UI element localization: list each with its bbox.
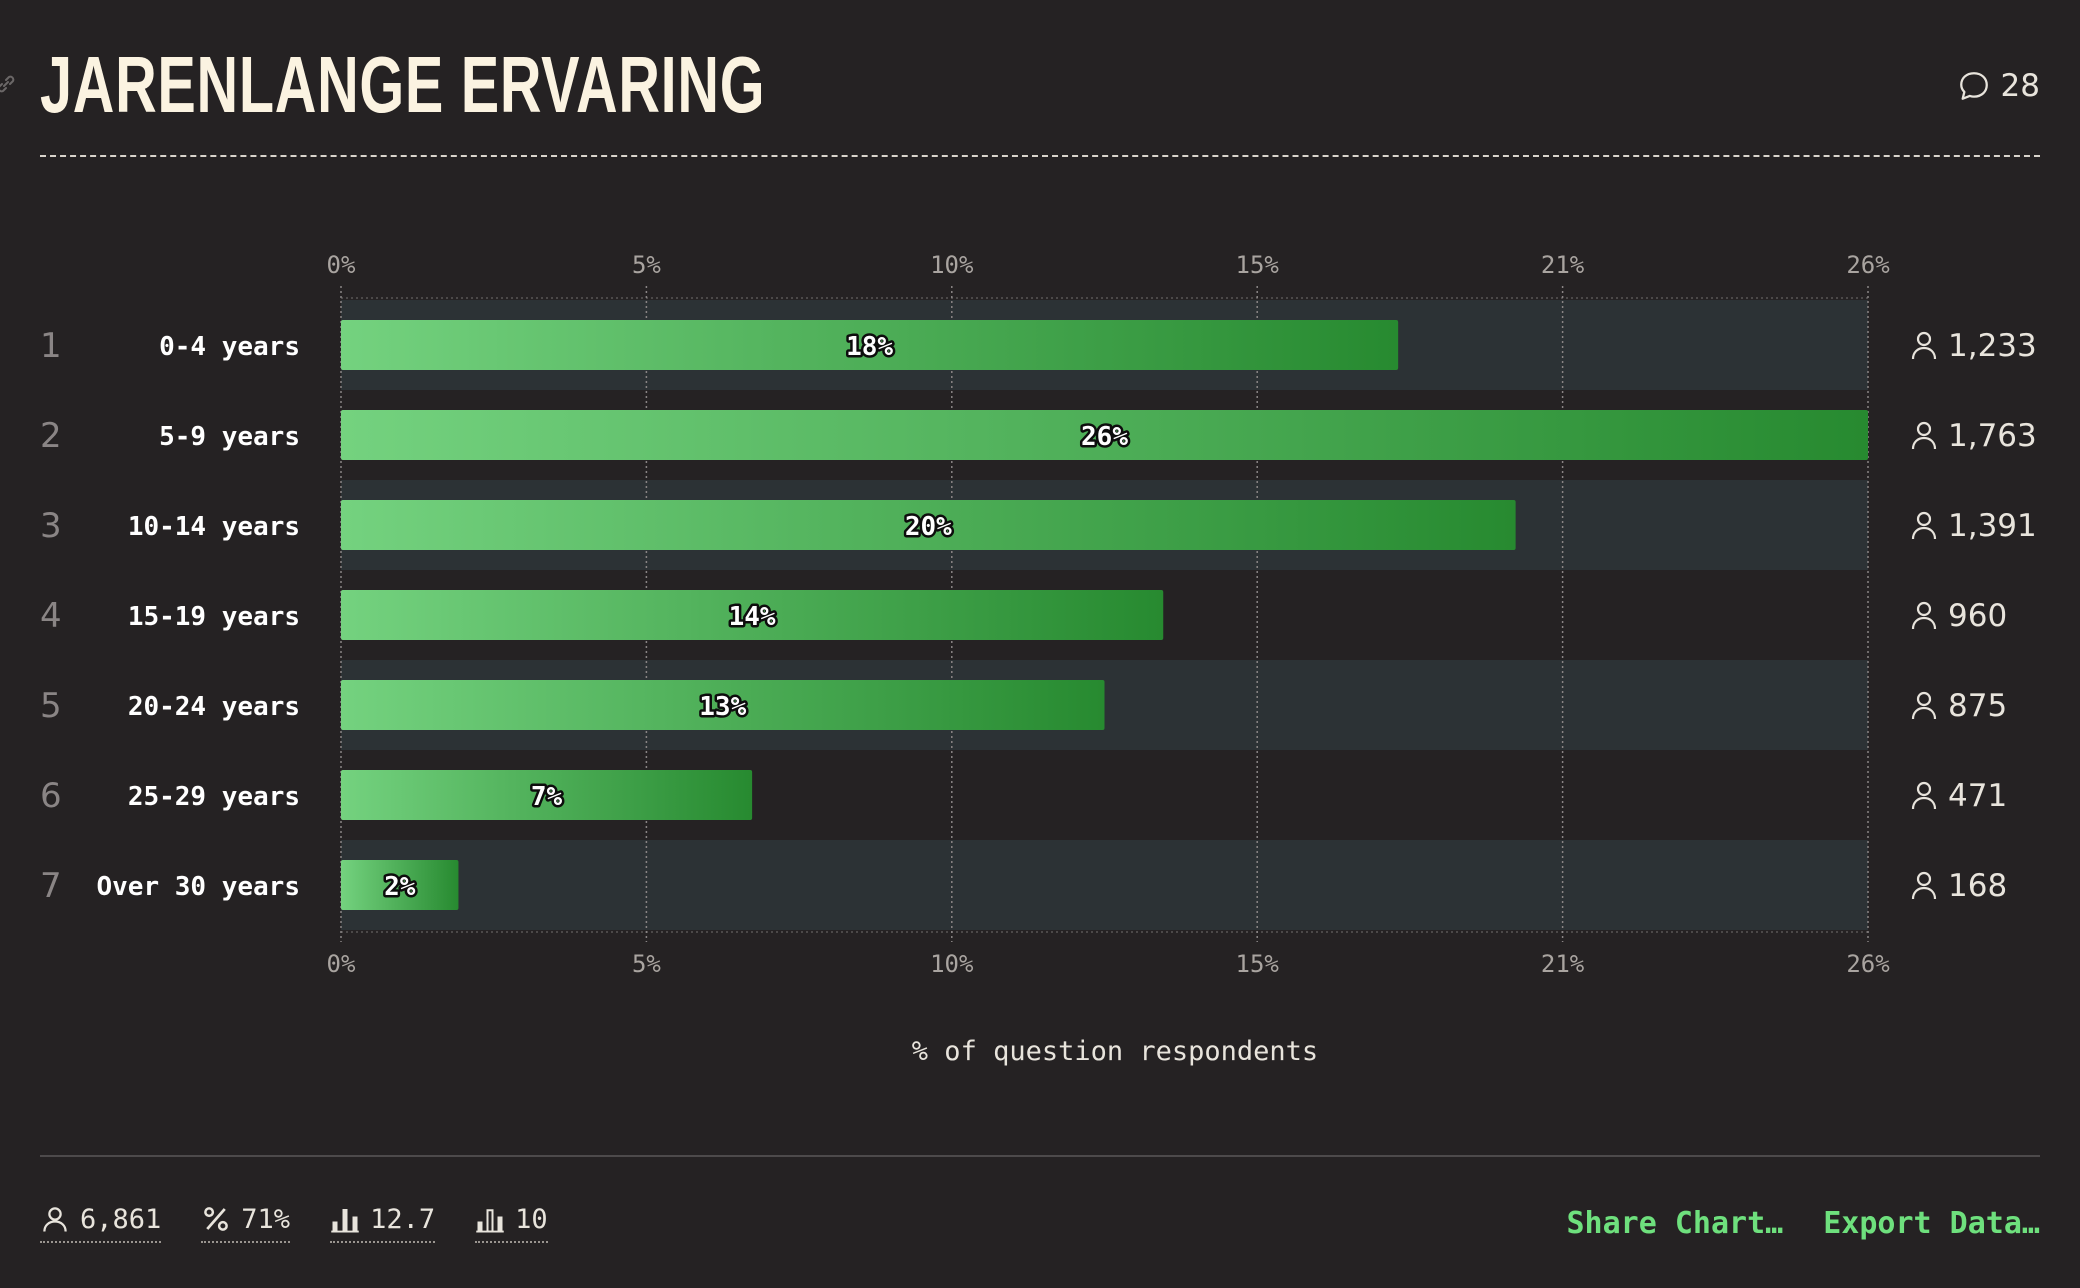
comment-icon <box>1959 72 1988 100</box>
x-tick-label-bottom: 15% <box>1236 950 1280 978</box>
respondent-count: 168 <box>1948 868 2007 904</box>
x-tick-label-bottom: 0% <box>327 950 356 978</box>
person-icon <box>1911 781 1937 810</box>
person-icon <box>1911 331 1937 360</box>
x-tick-label-top: 10% <box>930 251 974 279</box>
bar[interactable] <box>341 410 1868 460</box>
respondent-count: 1,763 <box>1948 418 2037 454</box>
category-label: 0-4 years <box>159 332 300 362</box>
bar-value-label: 13% <box>699 692 746 722</box>
footer-actions: Share Chart… Export Data… <box>1567 1206 2041 1241</box>
respondent-count: 471 <box>1948 778 2007 814</box>
bar-value-label: 2% <box>384 872 416 902</box>
row-rank: 3 <box>40 506 62 546</box>
x-tick-label-top: 26% <box>1846 251 1890 279</box>
bar[interactable] <box>341 680 1105 730</box>
stat-respondents[interactable]: 6,861 <box>40 1203 162 1243</box>
respondent-count: 1,233 <box>1948 328 2037 364</box>
person-icon <box>1911 511 1937 540</box>
category-label: 20-24 years <box>128 692 300 722</box>
comment-count: 28 <box>2000 68 2040 104</box>
footer: 6,861 71% 12.7 <box>40 1198 2040 1248</box>
x-axis-label: % of question respondents <box>911 1036 1319 1067</box>
bar[interactable] <box>341 860 459 910</box>
row-rank: 2 <box>40 416 62 456</box>
bar[interactable] <box>341 320 1399 370</box>
footer-divider <box>40 1155 2040 1157</box>
row-rank: 6 <box>40 776 62 816</box>
bar-value-label: 18% <box>846 332 893 362</box>
stat-value: 71% <box>241 1203 291 1235</box>
row-rank: 4 <box>40 596 62 636</box>
bar-value-label: 7% <box>531 782 563 812</box>
header-divider <box>40 155 2040 157</box>
x-tick-label-bottom: 5% <box>632 950 661 978</box>
x-tick-label-top: 5% <box>632 251 661 279</box>
bar-chart: 0% 5% 10% 15% 21% 26% 0% 5% 10% 15% 21% 26% 18% 26%… <box>40 251 2037 978</box>
x-tick-label-top: 0% <box>327 251 356 279</box>
x-tick-label-top: 21% <box>1541 251 1585 279</box>
link-icon[interactable] <box>0 72 18 96</box>
stat-median[interactable]: 10 <box>475 1204 548 1243</box>
x-tick-label-top: 15% <box>1236 251 1280 279</box>
bar[interactable] <box>341 590 1164 640</box>
percent-icon <box>204 1207 229 1231</box>
person-icon <box>1911 421 1937 450</box>
share-chart-button[interactable]: Share Chart… <box>1566 1205 1784 1241</box>
stat-value: 12.7 <box>370 1203 436 1235</box>
row-rank: 1 <box>40 326 62 366</box>
bar[interactable] <box>341 500 1516 550</box>
category-label: 15-19 years <box>128 602 300 632</box>
row-rank: 7 <box>40 866 62 906</box>
bar[interactable] <box>341 770 753 820</box>
stat-value: 10 <box>515 1203 548 1235</box>
bar-chart-outline-icon <box>476 1209 504 1233</box>
x-tick-label-bottom: 10% <box>930 950 974 978</box>
bar-chart-icon <box>331 1209 359 1233</box>
export-data-button[interactable]: Export Data… <box>1823 1205 2040 1241</box>
person-icon <box>1911 871 1937 900</box>
stat-percent[interactable]: 71% <box>201 1203 291 1243</box>
stat-average[interactable]: 12.7 <box>330 1203 436 1243</box>
x-tick-label-bottom: 21% <box>1541 950 1585 978</box>
respondent-count: 875 <box>1948 688 2007 724</box>
bar-value-label: 26% <box>1081 422 1128 452</box>
footer-stats: 6,861 71% 12.7 <box>40 1204 548 1243</box>
category-label: 5-9 years <box>159 422 300 452</box>
chart-title: JARENLANGE ERVARING <box>40 40 766 129</box>
category-label: Over 30 years <box>97 872 301 902</box>
bar-value-label: 20% <box>905 512 952 542</box>
x-tick-label-bottom: 26% <box>1846 950 1890 978</box>
row-rank: 5 <box>40 686 62 726</box>
category-label: 10-14 years <box>128 512 300 542</box>
comments-button[interactable]: 28 <box>1957 66 2040 106</box>
respondent-count: 1,391 <box>1948 508 2037 544</box>
respondent-count: 960 <box>1948 598 2007 634</box>
stat-value: 6,861 <box>80 1203 162 1235</box>
person-icon <box>1911 691 1937 720</box>
row-background <box>341 840 1868 930</box>
person-icon <box>43 1207 67 1232</box>
category-label: 25-29 years <box>128 782 300 812</box>
person-icon <box>1911 601 1937 630</box>
bar-value-label: 14% <box>729 602 776 632</box>
